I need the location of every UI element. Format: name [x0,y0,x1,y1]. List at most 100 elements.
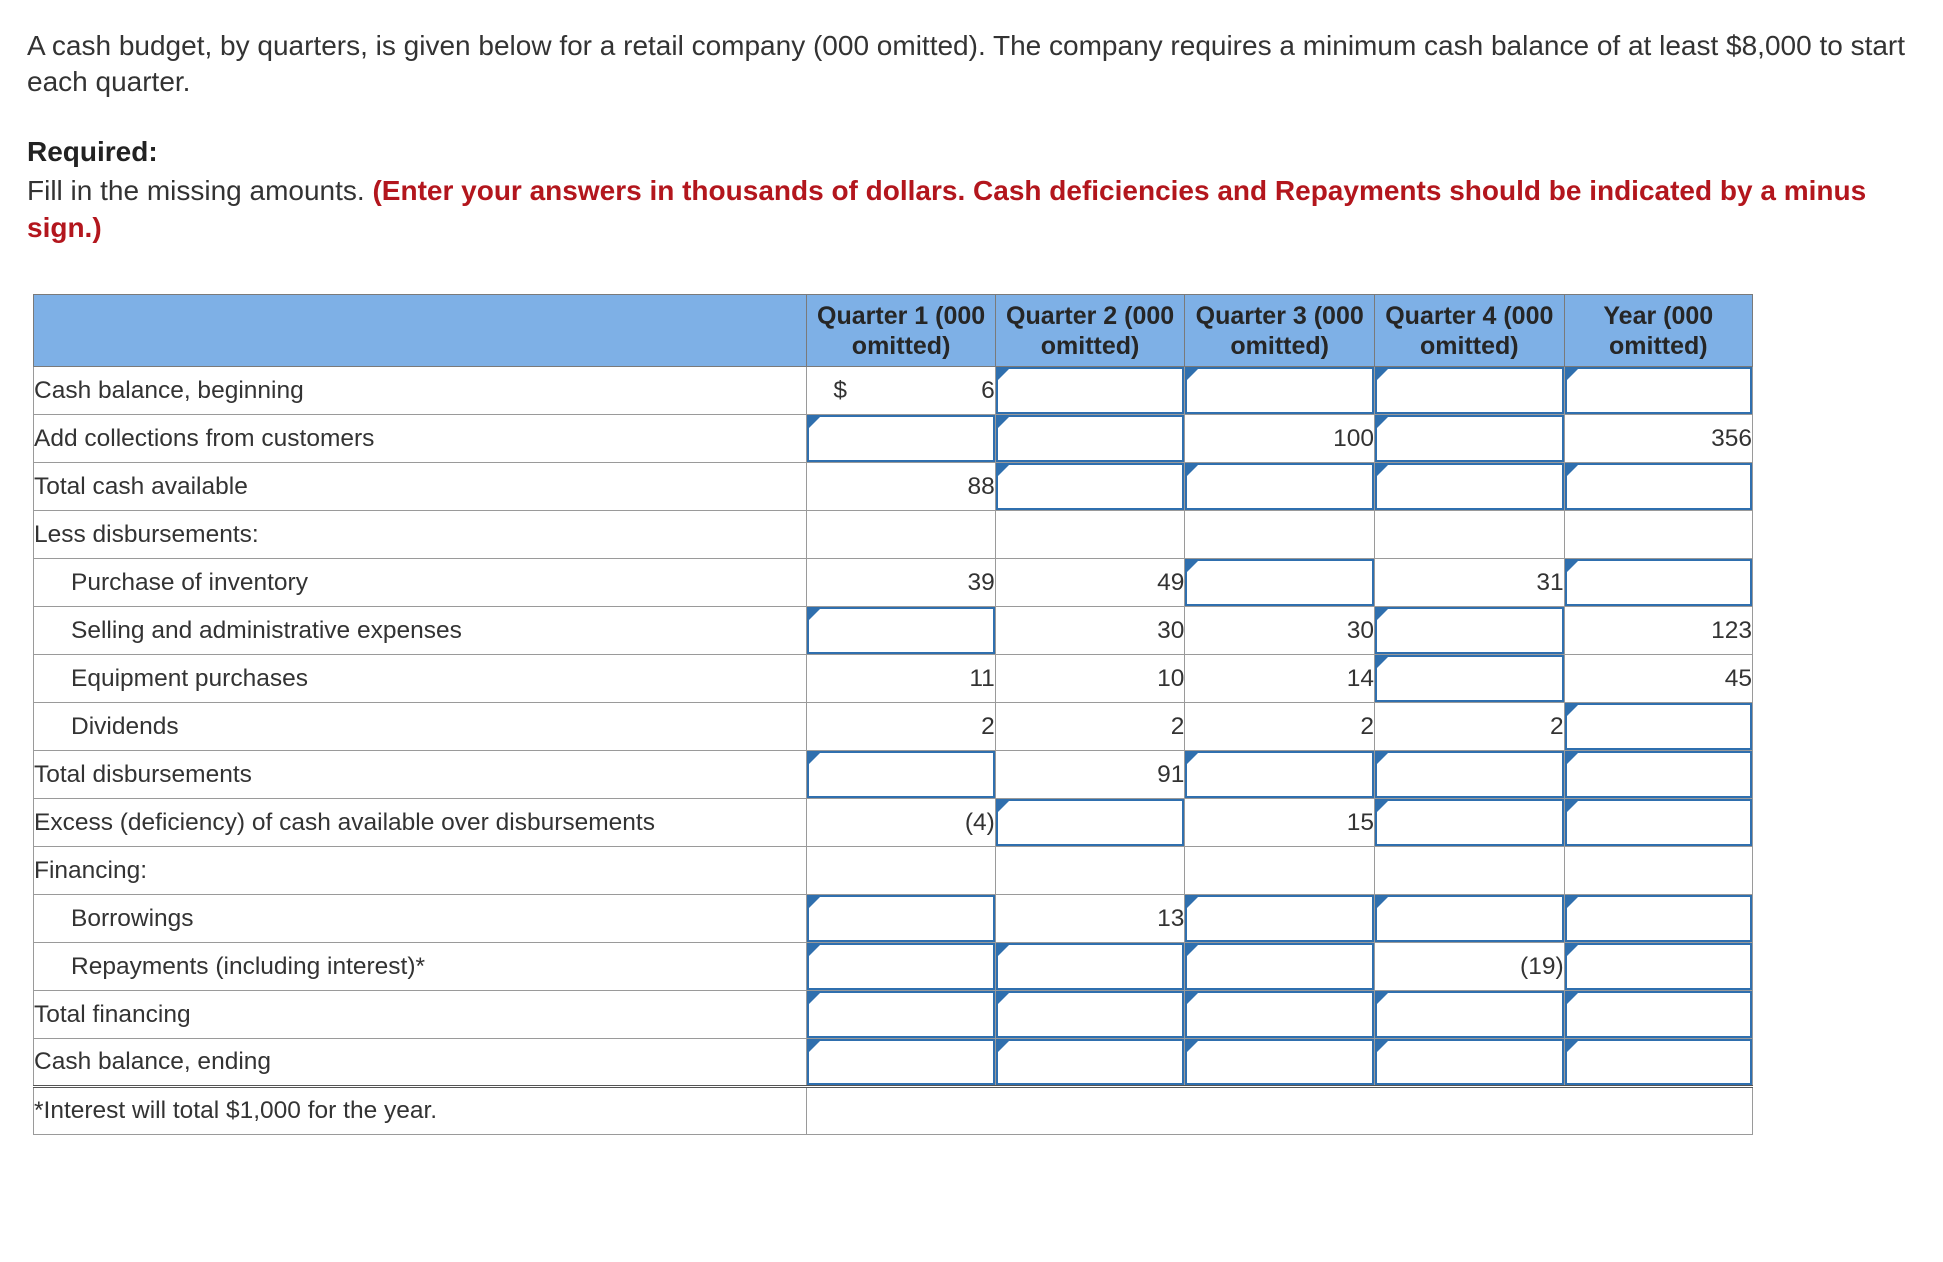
answer-input-q3[interactable] [1185,1039,1374,1085]
table-row: Excess (deficiency) of cash available ov… [32,798,1754,847]
answer-input-q2[interactable] [995,463,1185,510]
cell-value: 13 [1157,904,1185,932]
answer-input-q1[interactable] [807,895,995,942]
answer-input-q3[interactable] [1185,367,1374,414]
value-cell-q1: (4) [806,798,996,847]
answer-cell-q4 [1374,606,1565,655]
answer-input-q3[interactable] [1185,895,1374,942]
answer-input-year[interactable] [1564,367,1752,414]
answer-cell-q2 [994,1038,1186,1088]
answer-input-q1[interactable] [807,943,995,990]
answer-cell-q3 [1184,894,1375,943]
cell-value: (4) [964,808,995,836]
answer-input-q2[interactable] [995,943,1185,990]
answer-input-q4[interactable] [1375,799,1564,846]
table-row: Borrowings 13 [32,894,1754,943]
answer-input-year[interactable] [1564,895,1752,942]
answer-input-q4[interactable] [1375,367,1564,414]
value-cell-q2: 10 [994,654,1186,703]
answer-input-q4[interactable] [1375,607,1564,654]
value-cell-q1: 2 [806,702,996,751]
table-row: Financing: [32,846,1754,895]
answer-input-q2[interactable] [995,367,1185,414]
answer-input-year[interactable] [1564,463,1752,510]
cell-value: 6 [981,376,995,404]
answer-input-year[interactable] [1564,943,1752,990]
answer-input-q4[interactable] [1375,463,1564,510]
cell-value: 2 [1549,712,1564,740]
cell-value: 123 [1711,616,1752,644]
value-cell-year: 45 [1563,654,1754,703]
answer-cell-year [1563,990,1754,1039]
answer-input-q4[interactable] [1375,751,1564,798]
value-cell-q4 [1374,846,1565,895]
answer-cell-q1 [806,750,996,799]
answer-input-q3[interactable] [1185,463,1374,510]
answer-input-q1[interactable] [807,607,995,654]
answer-input-year[interactable] [1564,991,1752,1038]
answer-input-q2[interactable] [995,1039,1185,1085]
answer-input-q4[interactable] [1375,895,1564,942]
answer-input-q3[interactable] [1185,559,1374,606]
row-label: Excess (deficiency) of cash available ov… [32,798,808,847]
cell-value: 14 [1346,664,1374,692]
answer-cell-q2 [994,942,1186,991]
row-label: Dividends [32,702,808,751]
answer-input-year[interactable] [1564,559,1752,606]
answer-input-q1[interactable] [807,991,995,1038]
cell-value: 49 [1157,568,1185,596]
table-row: Total financing [32,990,1754,1039]
answer-input-q1[interactable] [807,415,995,462]
answer-input-q3[interactable] [1185,751,1374,798]
answer-cell-year [1563,750,1754,799]
answer-input-q2[interactable] [995,991,1185,1038]
value-cell-q3 [1184,846,1375,895]
answer-cell-q2 [994,798,1186,847]
answer-input-q4[interactable] [1375,415,1564,462]
answer-input-year[interactable] [1564,751,1752,798]
value-cell-q1 [806,510,996,559]
answer-input-year[interactable] [1564,799,1752,846]
answer-input-year[interactable] [1564,703,1752,750]
answer-input-q3[interactable] [1185,943,1374,990]
answer-cell-q1 [806,606,996,655]
table-row: Total cash available 88 [32,462,1754,511]
answer-cell-q3 [1184,366,1375,415]
answer-input-q1[interactable] [807,751,995,798]
cell-value: 91 [1157,760,1185,788]
answer-input-q4[interactable] [1375,1039,1564,1085]
answer-input-q2[interactable] [995,799,1185,846]
value-cell-q2: 2 [994,702,1186,751]
answer-cell-q1 [806,894,996,943]
answer-cell-q4 [1374,414,1565,463]
answer-cell-q1 [806,942,996,991]
value-cell-q3: 100 [1184,414,1375,463]
answer-input-q3[interactable] [1185,991,1374,1038]
answer-input-q2[interactable] [995,415,1185,462]
cell-value: 30 [1346,616,1374,644]
answer-input-year[interactable] [1564,1039,1752,1085]
row-label: Add collections from customers [32,414,808,463]
value-cell-q4 [1374,510,1565,559]
header-quarter-2: Quarter 2 (000 omitted) [994,294,1186,367]
answer-input-q4[interactable] [1375,991,1564,1038]
cell-value: 2 [981,712,995,740]
answer-input-q4[interactable] [1375,655,1564,702]
value-cell-q4: 31 [1374,558,1565,607]
answer-cell-year [1563,798,1754,847]
answer-input-q1[interactable] [807,1039,995,1085]
row-label: Borrowings [32,894,808,943]
answer-cell-q4 [1374,1038,1565,1088]
value-cell-q3: 14 [1184,654,1375,703]
footnote-row: *Interest will total $1,000 for the year… [32,1086,1753,1135]
problem-intro: A cash budget, by quarters, is given bel… [27,30,1906,97]
cell-value: 88 [967,472,995,500]
answer-cell-q2 [994,366,1186,415]
row-label: Total cash available [32,462,808,511]
row-label: Total disbursements [32,750,808,799]
answer-cell-year [1563,942,1754,991]
value-cell-q2 [994,510,1186,559]
value-cell-q1: 88 [806,462,996,511]
table-row: Purchase of inventory 39 49 31 [32,558,1754,607]
answer-cell-q3 [1184,990,1375,1039]
